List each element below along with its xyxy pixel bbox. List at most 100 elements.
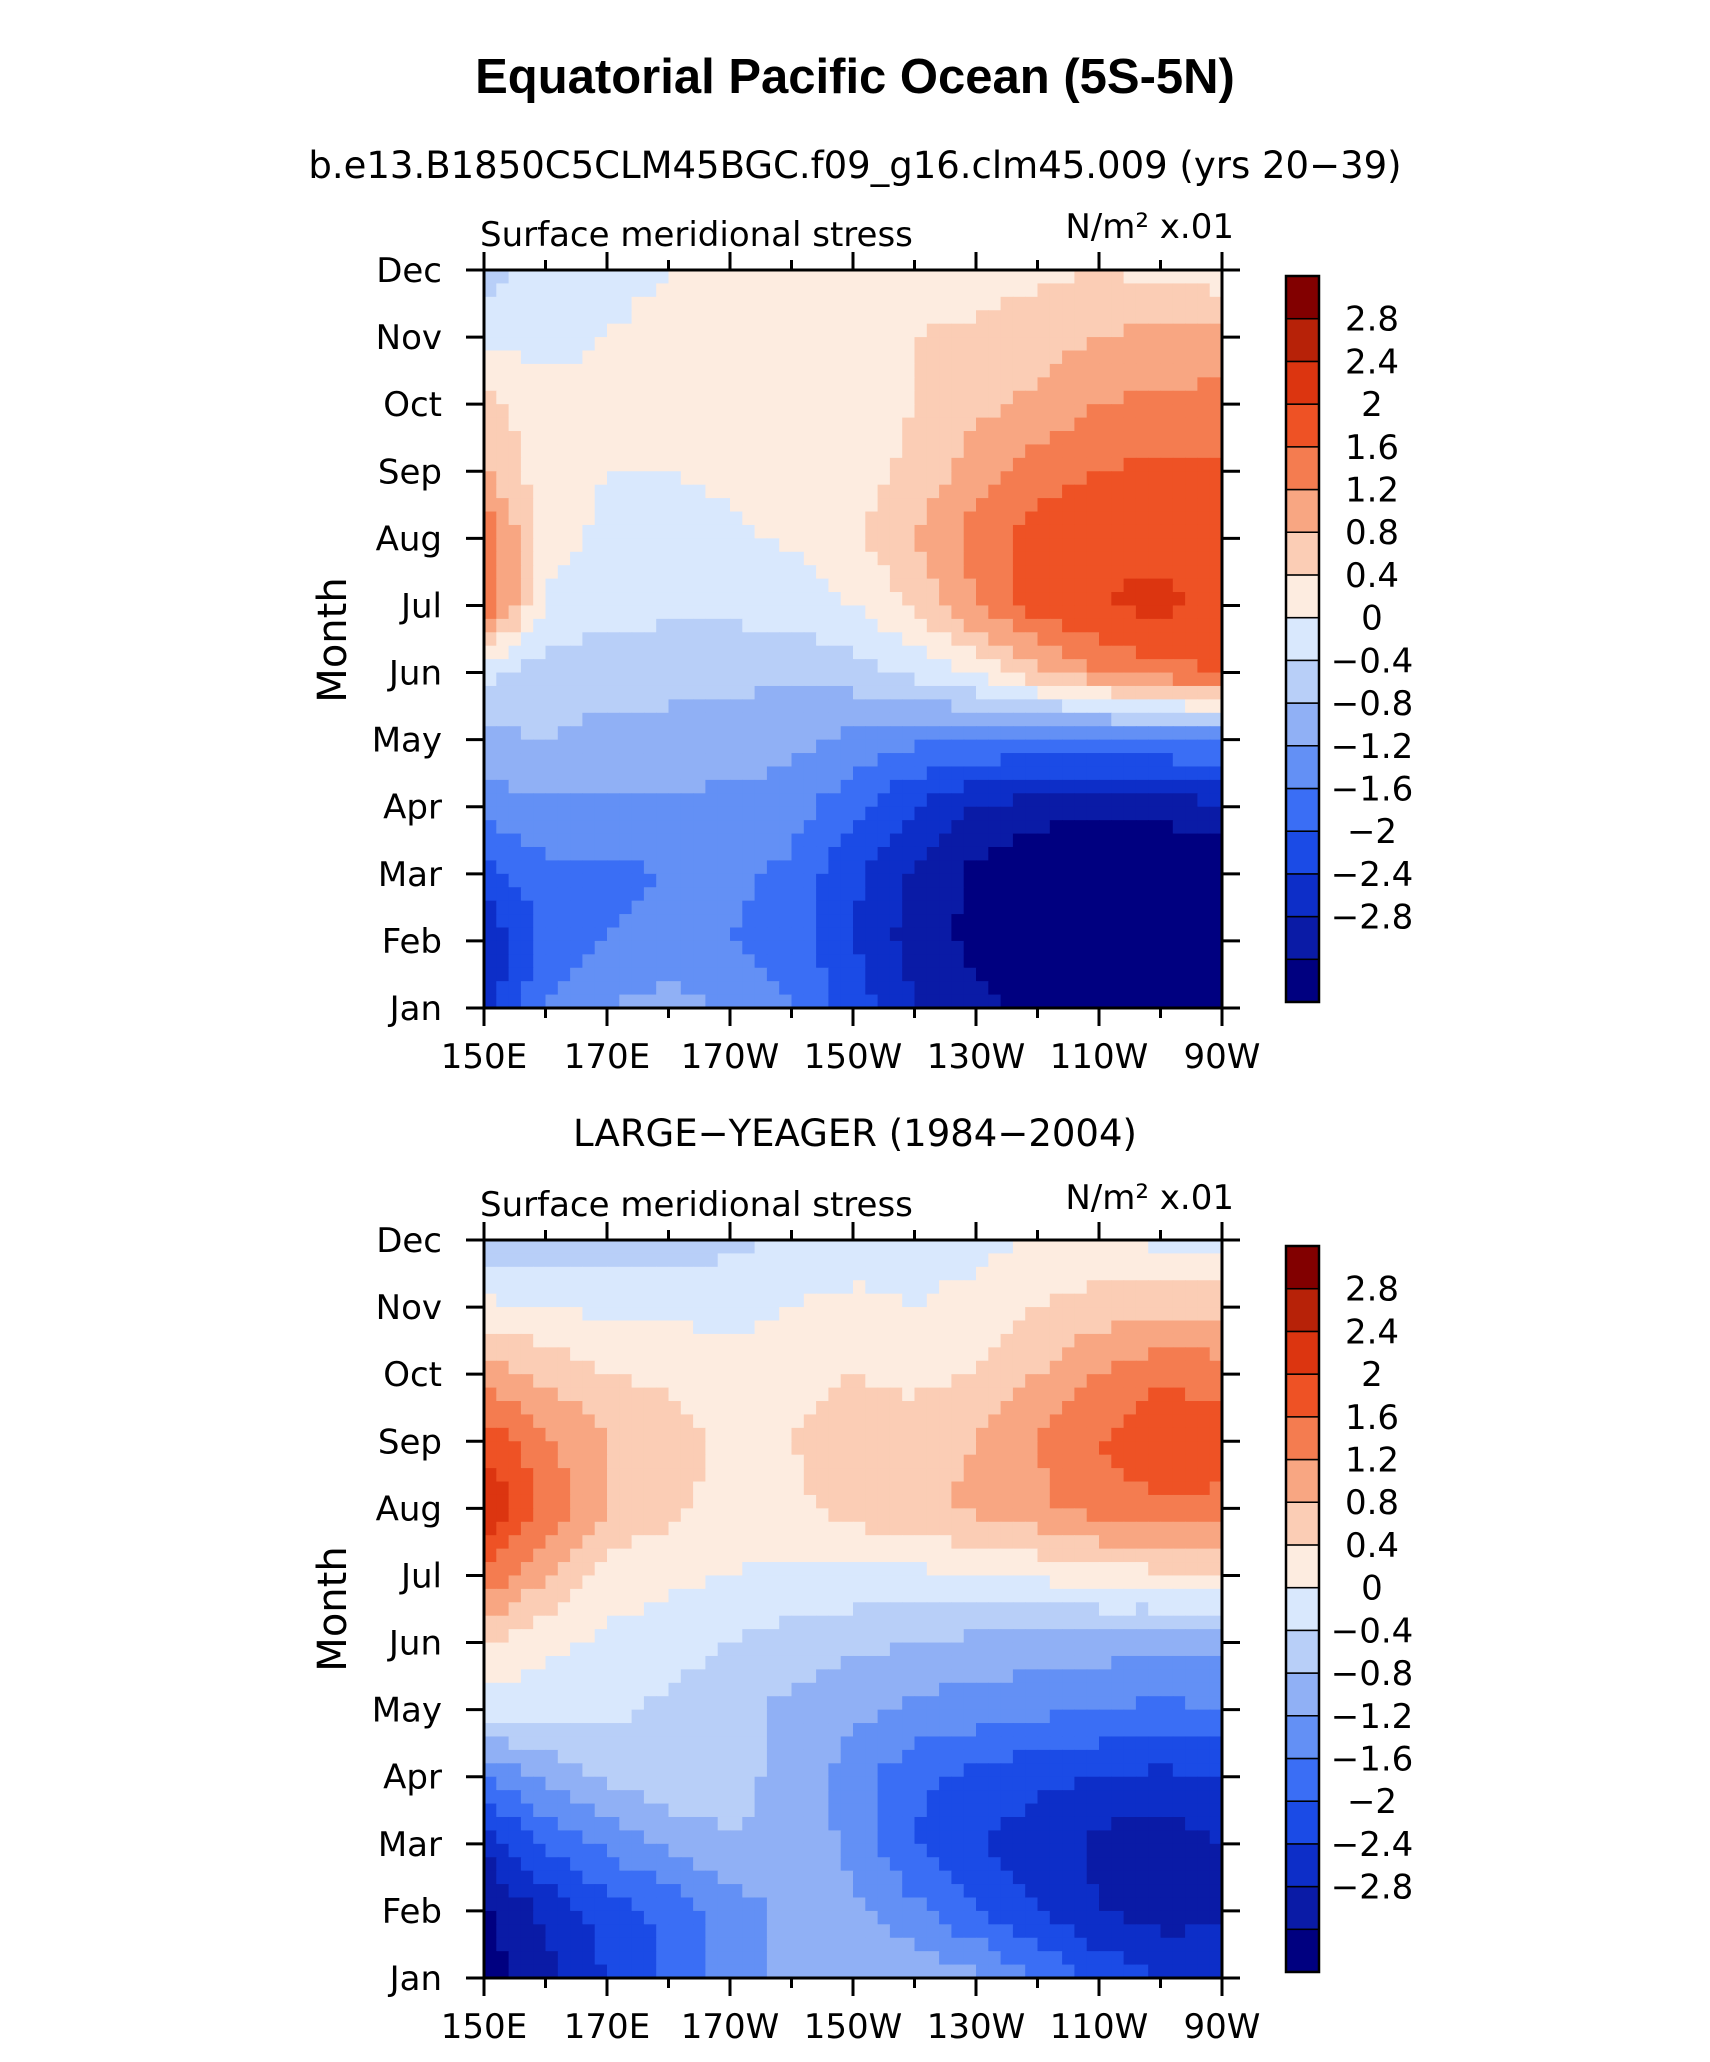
contour-cell [508, 1427, 522, 1442]
contour-cell [1025, 846, 1039, 861]
contour-cell [803, 1360, 817, 1375]
contour-cell [828, 699, 842, 714]
contour-cell [877, 1535, 891, 1550]
contour-cell [1197, 283, 1211, 298]
contour-cell [914, 766, 928, 781]
contour-cell [853, 833, 866, 848]
contour-cell [496, 659, 510, 674]
contour-cell [717, 363, 731, 378]
contour-cell [693, 417, 706, 432]
contour-cell [631, 632, 645, 647]
contour-cell [1049, 1320, 1063, 1335]
contour-cell [951, 806, 965, 821]
contour-cell [508, 283, 522, 298]
contour-cell [1148, 820, 1162, 835]
contour-cell [791, 417, 805, 432]
contour-cell [1160, 605, 1174, 620]
contour-cell [914, 820, 928, 835]
contour-cell [828, 390, 842, 405]
contour-cell [557, 1266, 571, 1281]
contour-cell [533, 1414, 547, 1429]
contour-cell [865, 712, 879, 727]
contour-cell [1099, 1521, 1112, 1536]
contour-cell [877, 833, 891, 848]
contour-cell [1012, 1280, 1026, 1295]
contour-cell [877, 672, 891, 687]
contour-cell [1160, 659, 1174, 674]
contour-cell [1185, 672, 1198, 687]
contour-cell [1025, 1548, 1039, 1563]
contour-cell [877, 551, 891, 566]
contour-cell [582, 1333, 596, 1348]
contour-cell [914, 967, 928, 982]
contour-cell [656, 363, 670, 378]
contour-cell [496, 1307, 510, 1322]
contour-cell [730, 1347, 743, 1362]
contour-cell [557, 431, 571, 446]
contour-cell [976, 1441, 989, 1456]
contour-cell [693, 1414, 706, 1429]
contour-cell [803, 1253, 817, 1268]
contour-cell [840, 927, 854, 942]
contour-cell [926, 967, 940, 982]
contour-cell [840, 337, 854, 352]
contour-cell [1049, 390, 1063, 405]
contour-cell [508, 592, 522, 607]
contour-cell [976, 860, 989, 875]
contour-cell [1086, 766, 1100, 781]
contour-cell [533, 377, 547, 392]
contour-cell [791, 927, 805, 942]
contour-cell [791, 1468, 805, 1483]
contour-cell [619, 484, 633, 499]
contour-cell [742, 753, 756, 768]
contour-cell [717, 1562, 731, 1577]
contour-cell [1172, 1333, 1186, 1348]
contour-cell [1037, 712, 1051, 727]
contour-cell [1000, 1240, 1014, 1255]
contour-cell [1000, 632, 1014, 647]
contour-cell [1148, 726, 1162, 741]
contour-cell [1086, 377, 1100, 392]
contour-cell [730, 363, 743, 378]
contour-cell [803, 1454, 817, 1469]
contour-cell [619, 1320, 633, 1335]
contour-cell [742, 645, 756, 660]
contour-cell [1062, 981, 1075, 996]
contour-cell [619, 323, 633, 338]
contour-cell [1049, 1401, 1063, 1416]
contour-cell [1049, 1562, 1063, 1577]
contour-cell [508, 1280, 522, 1295]
contour-cell [520, 1454, 534, 1469]
contour-cell [484, 310, 497, 325]
contour-cell [828, 498, 842, 513]
contour-cell [1135, 337, 1149, 352]
contour-cell [1209, 887, 1223, 902]
contour-cell [754, 994, 768, 1009]
contour-cell [902, 1347, 916, 1362]
contour-cell [963, 457, 977, 472]
contour-cell [1037, 363, 1051, 378]
contour-cell [484, 806, 497, 821]
contour-cell [730, 900, 743, 915]
contour-cell [803, 417, 817, 432]
contour-cell [656, 270, 670, 285]
contour-cell [1135, 1454, 1149, 1469]
contour-cell [717, 1468, 731, 1483]
contour-cell [1160, 967, 1174, 982]
contour-cell [1086, 592, 1100, 607]
contour-cell [766, 914, 780, 929]
contour-cell [1000, 1293, 1014, 1308]
contour-cell [545, 296, 559, 311]
contour-cell [496, 672, 510, 687]
contour-cell [976, 1481, 989, 1496]
contour-cell [1160, 820, 1174, 835]
contour-cell [717, 498, 731, 513]
y-tick-label: Dec [376, 251, 442, 291]
contour-cell [853, 538, 866, 553]
contour-cell [545, 337, 559, 352]
contour-cell [865, 1427, 879, 1442]
contour-cell [484, 1333, 497, 1348]
contour-cell [607, 1374, 620, 1389]
contour-cell [803, 927, 817, 942]
contour-cell [619, 726, 633, 741]
